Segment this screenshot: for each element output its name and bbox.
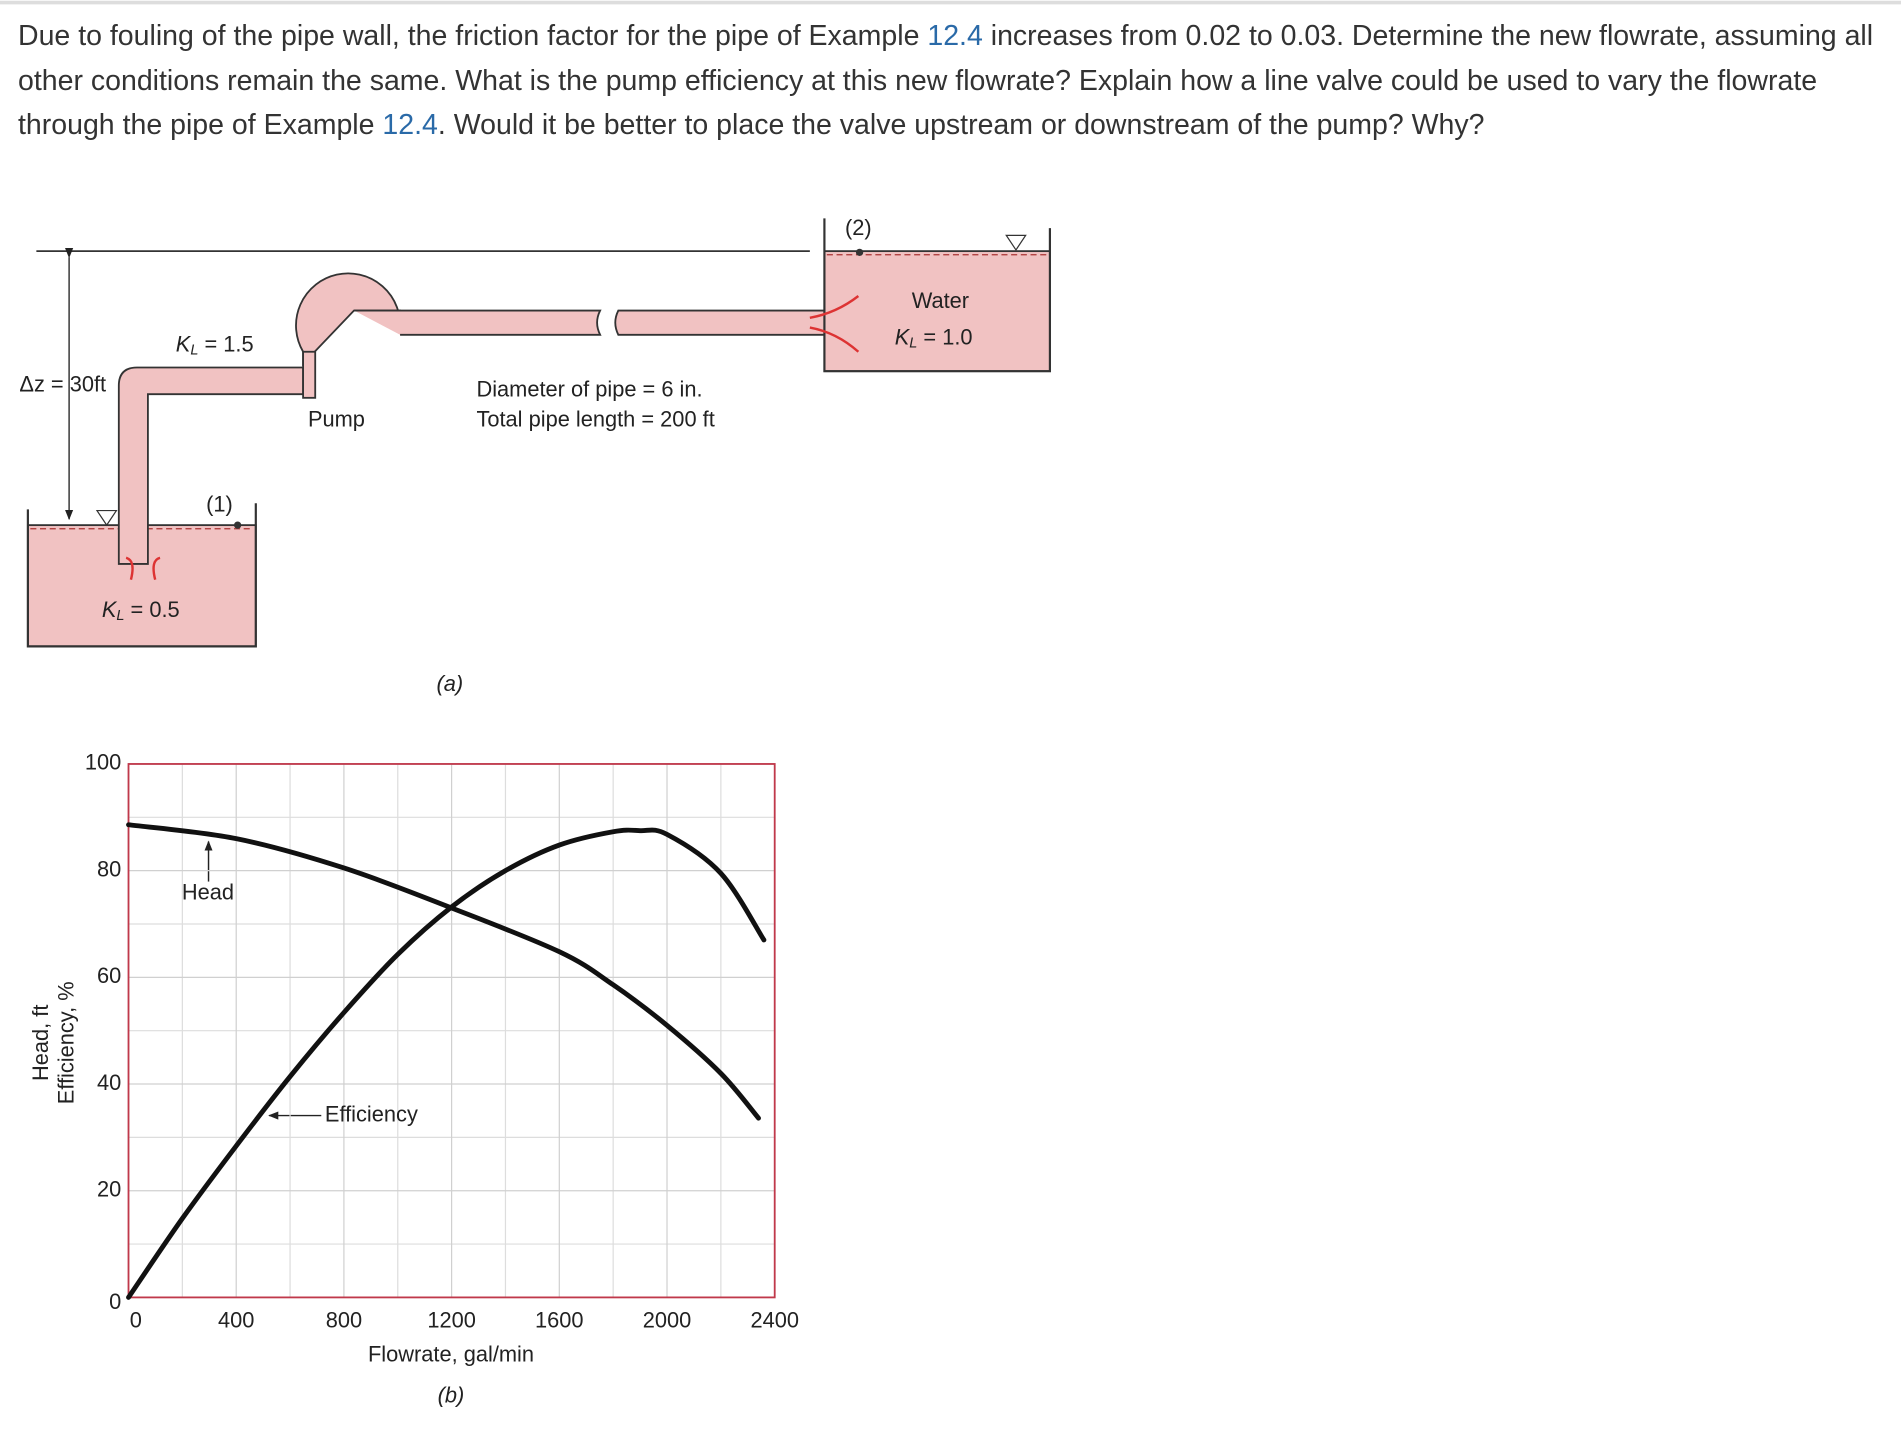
x-tick-label: 800: [326, 1307, 362, 1332]
exit-loss: KL = 1.0: [895, 324, 973, 351]
y-tick-label: 0: [109, 1289, 121, 1314]
value: = 0.5: [124, 597, 179, 622]
subscript: L: [909, 335, 917, 351]
y-axis-label: Head, ft: [28, 1005, 53, 1081]
lower-reservoir-wall: [26, 503, 257, 648]
pump-label: Pump: [308, 407, 365, 432]
y-tick-label: 60: [97, 963, 121, 988]
symbol: K: [176, 331, 192, 356]
upper-reservoir-wall: [823, 218, 1052, 373]
y-tick-label: 100: [85, 750, 121, 775]
symbol: K: [102, 597, 118, 622]
level-symbol: [95, 509, 118, 527]
upper-reservoir-water: [823, 250, 1051, 373]
discharge-pipe: [614, 309, 826, 336]
y-axis-label: Efficiency, %: [54, 981, 79, 1104]
y-tick-label: 80: [97, 856, 121, 881]
point-1-dot: [233, 521, 242, 529]
y-tick-label: 40: [97, 1070, 121, 1095]
x-tick-label: 1600: [535, 1307, 584, 1332]
example-link[interactable]: 12.4: [382, 109, 438, 141]
series-label: Efficiency: [325, 1101, 418, 1126]
pipe-system-diagram: Δz = 30ft KL = 1.5 KL = 0.5 KL = 1.0 (1)…: [19, 215, 1052, 696]
delta-z-label: Δz = 30ft: [19, 371, 106, 396]
x-tick-label: 2000: [643, 1307, 692, 1332]
x-axis-label: Flowrate, gal/min: [368, 1341, 534, 1366]
discharge-pipe: [354, 309, 602, 336]
y-tick-label: 20: [97, 1176, 121, 1201]
caption-a: (a): [436, 671, 463, 696]
subscript: L: [116, 608, 124, 624]
x-tick-label: 0: [130, 1307, 142, 1332]
pump-inlet: [302, 350, 317, 399]
value: = 1.5: [198, 331, 253, 356]
example-link[interactable]: 12.4: [927, 20, 983, 52]
point-2-label: (2): [845, 215, 872, 240]
entrance-flow: [125, 556, 161, 580]
water-label: Water: [912, 288, 969, 313]
point-2-dot: [855, 248, 864, 256]
question-text: Due to fouling of the pipe wall, the fri…: [18, 20, 928, 52]
grid: [127, 763, 776, 1299]
series-line: [126, 827, 767, 1300]
entrance-loss: KL = 0.5: [102, 597, 180, 624]
series-label: Head: [182, 879, 234, 904]
symbol: K: [895, 324, 911, 349]
x-tick-label: 400: [218, 1307, 254, 1332]
question-text: . Would it be better to place the valve …: [437, 109, 1485, 141]
elbow-loss: KL = 1.5: [176, 331, 254, 358]
plot-frame: [127, 763, 776, 1299]
point-1-label: (1): [206, 491, 233, 516]
question: Due to fouling of the pipe wall, the fri…: [18, 14, 1888, 148]
suction-pipe: [117, 366, 305, 565]
caption-b: (b): [438, 1383, 465, 1408]
exit-flow: [809, 295, 860, 353]
x-tick-label: 2400: [750, 1307, 799, 1332]
pipe-diameter: Diameter of pipe = 6 in.: [476, 376, 702, 401]
question-text: increases from 0.02 to 0.03. Determine t…: [18, 20, 1874, 141]
pump-performance-chart: Head, ft Efficiency, % Flowrate, gal/min…: [28, 750, 799, 1408]
x-tick-label: 1200: [427, 1307, 476, 1332]
level-symbol: [1005, 234, 1027, 252]
series-line: [126, 822, 761, 1121]
subscript: L: [190, 342, 198, 358]
value: = 1.0: [917, 324, 972, 349]
pipe-length: Total pipe length = 200 ft: [476, 407, 714, 432]
